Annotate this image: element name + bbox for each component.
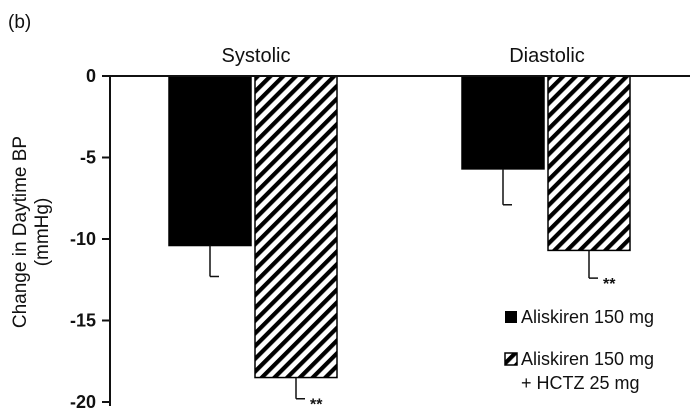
bars-group: ** ** <box>168 75 631 413</box>
panel-label: (b) <box>8 12 31 33</box>
y-tick-label: -5 <box>80 148 96 168</box>
y-tick-label: -15 <box>70 311 96 331</box>
significance-marker: ** <box>603 276 616 293</box>
y-axis-title: Change in Daytime BP (mmHg) <box>10 136 53 328</box>
legend-label-aliskiren: Aliskiren 150 mg <box>521 307 654 327</box>
legend-label-combo-line-1: Aliskiren 150 mg <box>521 349 654 369</box>
y-tick-label: -10 <box>70 229 96 249</box>
legend-swatch-solid <box>505 311 517 323</box>
y-tick-label: 0 <box>86 66 96 86</box>
y-tick-label: -20 <box>70 392 96 412</box>
legend: Aliskiren 150 mg Aliskiren 150 mg + HCTZ… <box>504 307 654 393</box>
y-axis: 0 -5 -10 -15 -20 <box>70 66 110 412</box>
y-axis-title-line-2: (mmHg) <box>32 198 53 267</box>
category-label-systolic: Systolic <box>222 45 291 67</box>
legend-swatch-hatched <box>504 352 518 366</box>
bar-aliskiren-hctz <box>547 75 631 252</box>
legend-label-combo-line-2: + HCTZ 25 mg <box>521 373 640 393</box>
significance-marker: ** <box>310 397 323 413</box>
y-axis-title-line-1: Change in Daytime BP <box>10 136 31 328</box>
bar-aliskiren <box>461 75 545 170</box>
bar-aliskiren-hctz <box>254 75 338 379</box>
bar-aliskiren <box>168 75 252 247</box>
category-label-diastolic: Diastolic <box>509 45 585 67</box>
